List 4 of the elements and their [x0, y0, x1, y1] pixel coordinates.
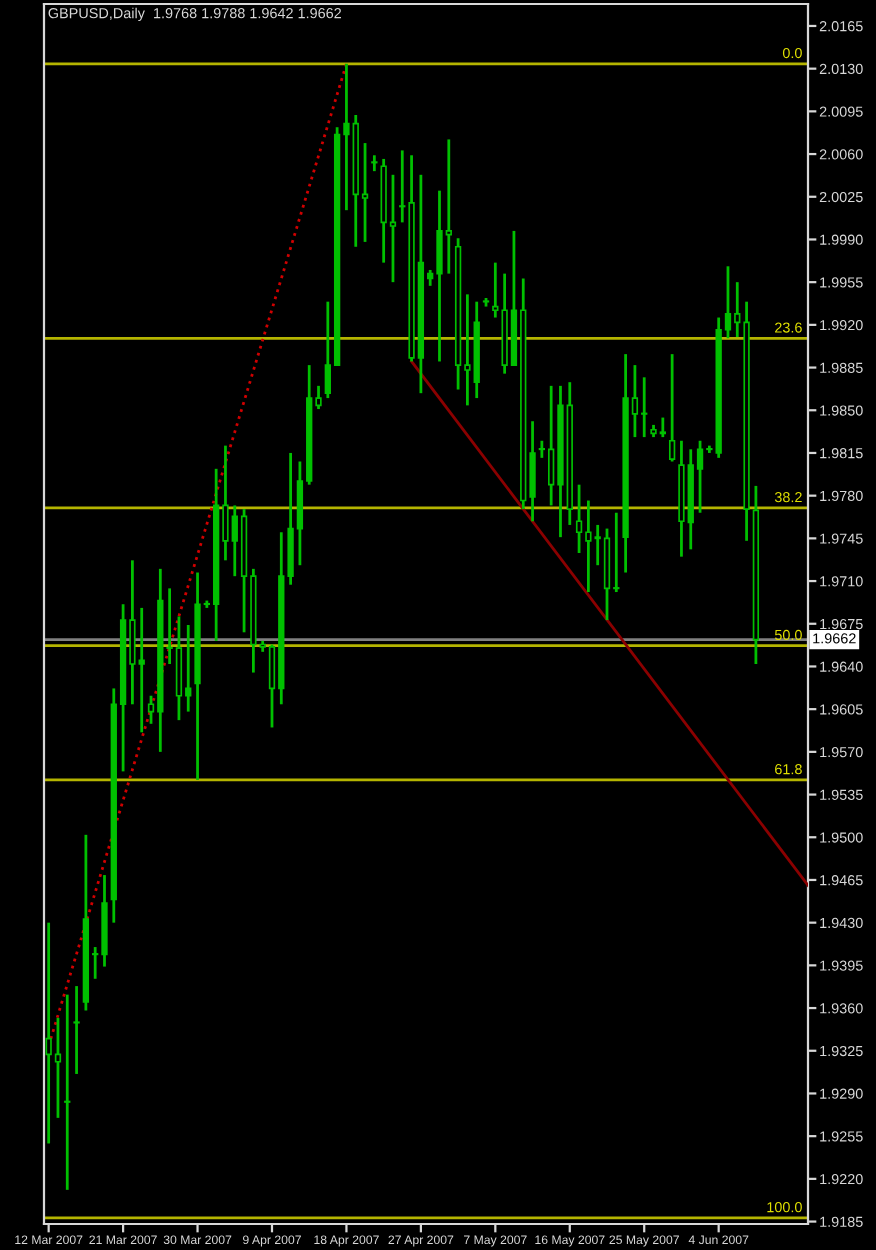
- candlestick: [668, 352, 676, 463]
- candlestick: [73, 984, 80, 1076]
- candlestick: [371, 153, 378, 173]
- candlestick: [64, 993, 71, 1192]
